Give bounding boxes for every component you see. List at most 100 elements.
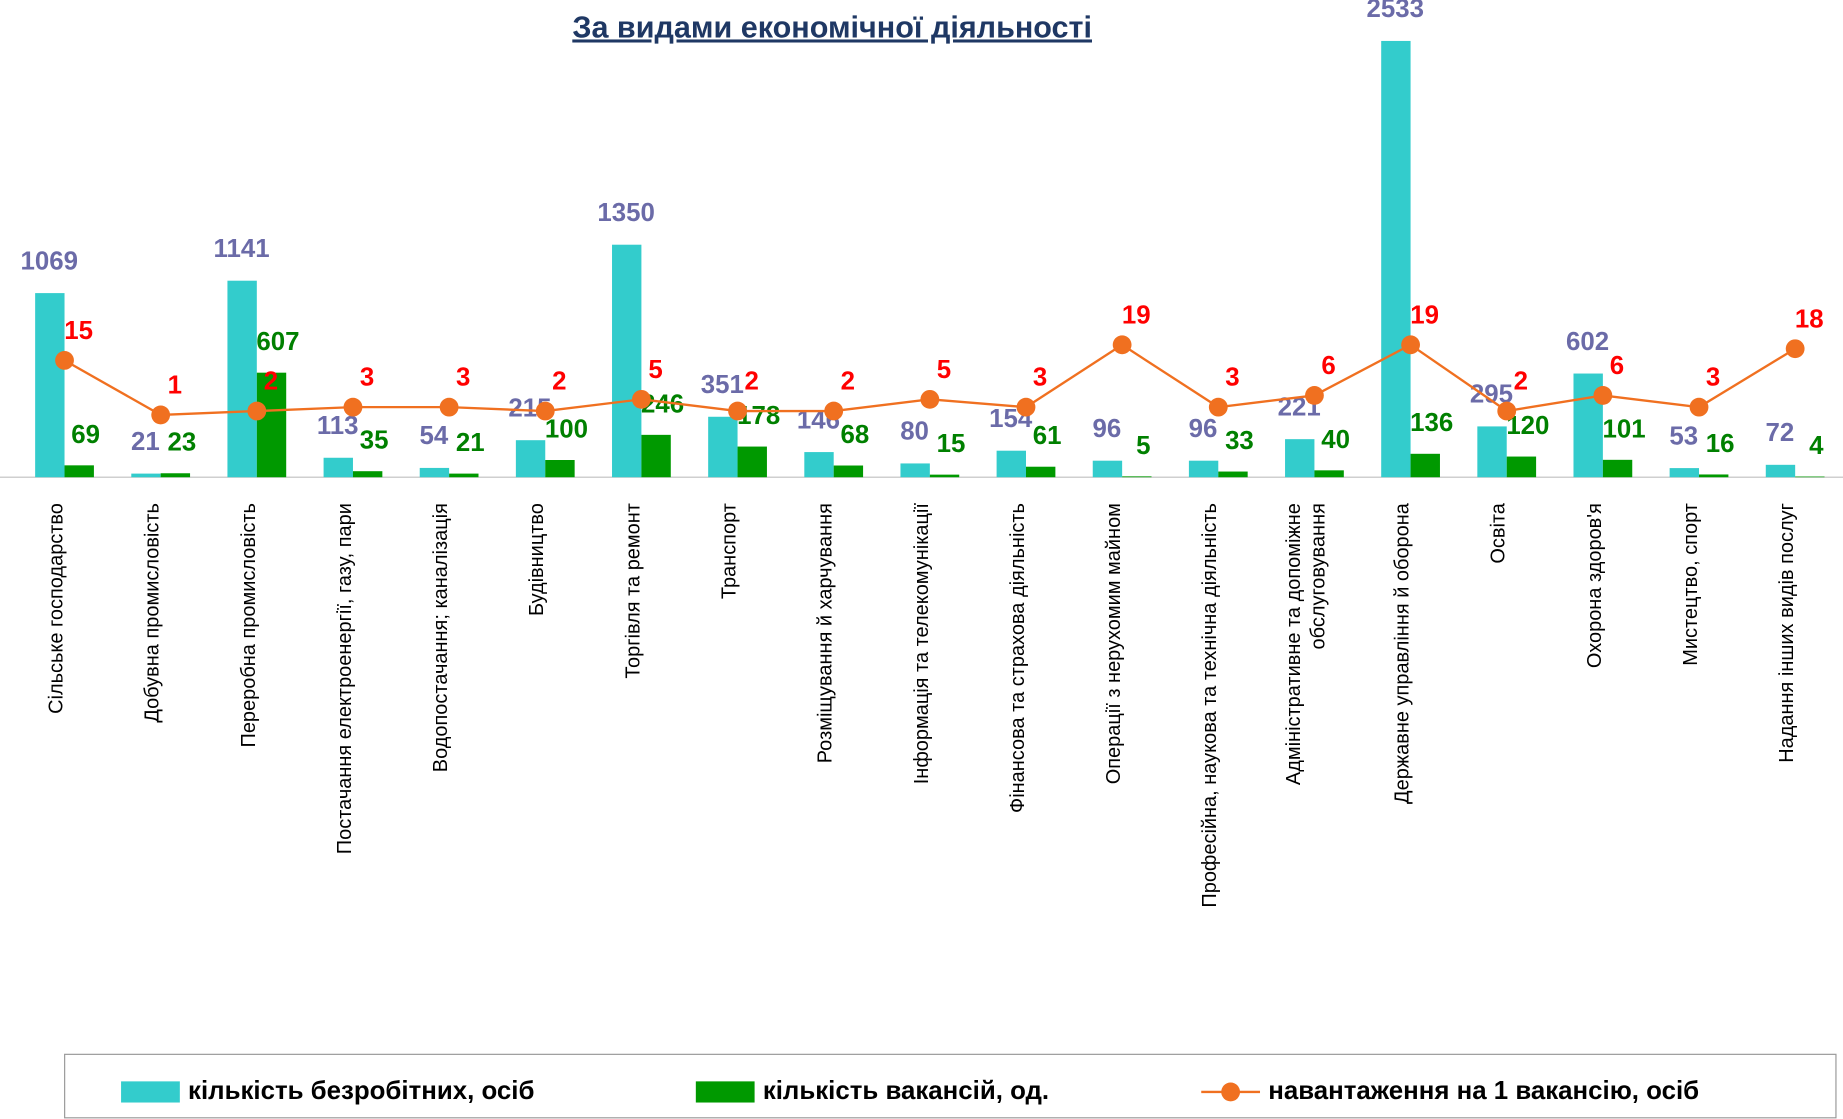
data-label: 4 [1809,432,1824,460]
legend-swatch [1221,1082,1241,1102]
data-label: 15 [937,430,966,458]
bar [1218,471,1248,478]
bar [323,457,353,478]
data-label: 21 [131,428,160,456]
x-tick-label: Мистецтво, спорт [1680,503,1702,666]
data-label: 6 [1321,352,1335,380]
marker [1497,401,1517,421]
bar [900,463,930,478]
marker [535,401,555,421]
data-label: 15 [64,317,93,345]
x-tick-label: Водопостачання; каналізація [430,503,452,772]
data-label: 61 [1033,422,1062,450]
x-tick-label: Професійна, наукова та технічна діяльніс… [1200,503,1222,908]
marker [55,350,74,370]
data-label: 80 [900,418,929,446]
bar [708,416,738,478]
x-tick-label: Розміщування й харчування [815,503,837,763]
marker [824,401,844,421]
data-label: 3 [1706,364,1720,392]
legend-label: кількість вакансій, од. [763,1077,1049,1105]
x-tick-label: Надання інших видів послуг [1776,503,1798,763]
marker [1689,397,1709,417]
x-tick-label: Освіта [1488,502,1510,563]
chart-title: За видами економічної діяльності [572,10,1092,44]
data-label: 5 [937,356,951,384]
data-label: 96 [1092,415,1121,443]
bar [1602,459,1633,478]
x-tick-label: Добувна промисловість [142,503,164,723]
marker [1593,386,1613,405]
bar [1506,456,1537,478]
data-label: 72 [1766,419,1795,447]
bar [641,434,671,478]
data-label: 607 [256,328,299,356]
marker [1401,335,1420,355]
data-label: 16 [1706,430,1735,458]
data-label: 35 [360,427,389,455]
bar [1477,426,1507,478]
data-label: 1350 [597,199,655,227]
data-label: 2 [744,368,758,396]
bar [227,280,257,478]
marker [1112,335,1132,355]
data-label: 19 [1122,301,1151,329]
marker [343,397,363,417]
marker [920,389,940,409]
x-tick-label: Фінансова та страхова діяльність [1007,503,1029,813]
data-label: 5 [1136,432,1150,460]
bar [64,465,94,478]
data-label: 100 [545,415,588,443]
bar [1092,460,1123,478]
marker [1208,397,1228,417]
bar [737,446,767,478]
bar [1669,468,1700,478]
legend-box [64,1053,1837,1119]
data-label: 5 [648,356,662,384]
data-label: 96 [1189,415,1218,443]
bar [929,474,960,478]
bar [449,473,479,478]
data-label: 2533 [1367,0,1425,23]
data-label: 3 [1033,364,1047,392]
x-tick-label: Охорона здоров'я [1584,503,1606,668]
marker [247,401,267,421]
x-tick-label: Сільське господарство [46,503,68,714]
x-tick-label: Торгівля та ремонт [623,503,645,679]
bar [612,244,642,478]
data-label: 69 [71,421,100,449]
marker [728,401,747,421]
bar [1188,460,1219,478]
data-label: 68 [840,421,869,449]
data-label: 19 [1410,301,1439,329]
data-label: 3 [360,364,374,392]
x-tick-label: Постачання електроенергії, газу, пари [334,503,356,854]
bar [1285,439,1315,478]
bar [833,465,864,478]
data-label: 351 [701,371,744,399]
bar [1699,474,1729,478]
data-label: 6 [1610,352,1624,380]
data-label: 3 [1225,364,1239,392]
data-label: 1 [168,372,182,400]
bar [1765,464,1796,478]
marker [1305,386,1324,405]
x-tick-label: Операції з нерухомим майном [1103,503,1125,784]
data-label: 2 [264,368,278,396]
x-tick-label: Державне управління й оборона [1392,502,1414,804]
data-label: 23 [167,429,196,457]
marker [151,405,171,425]
data-label: 2 [552,368,566,396]
data-label: 40 [1321,426,1350,454]
data-label: 136 [1410,409,1453,437]
bar [804,452,834,478]
bar [1795,476,1825,478]
bar [996,450,1026,478]
marker [632,389,651,409]
data-label: 2 [1514,368,1528,396]
bar [1025,466,1056,478]
x-tick-label: Адміністративне та допоміжне обслуговуван… [1283,503,1330,785]
bar [256,372,287,478]
data-label: 101 [1602,415,1645,443]
